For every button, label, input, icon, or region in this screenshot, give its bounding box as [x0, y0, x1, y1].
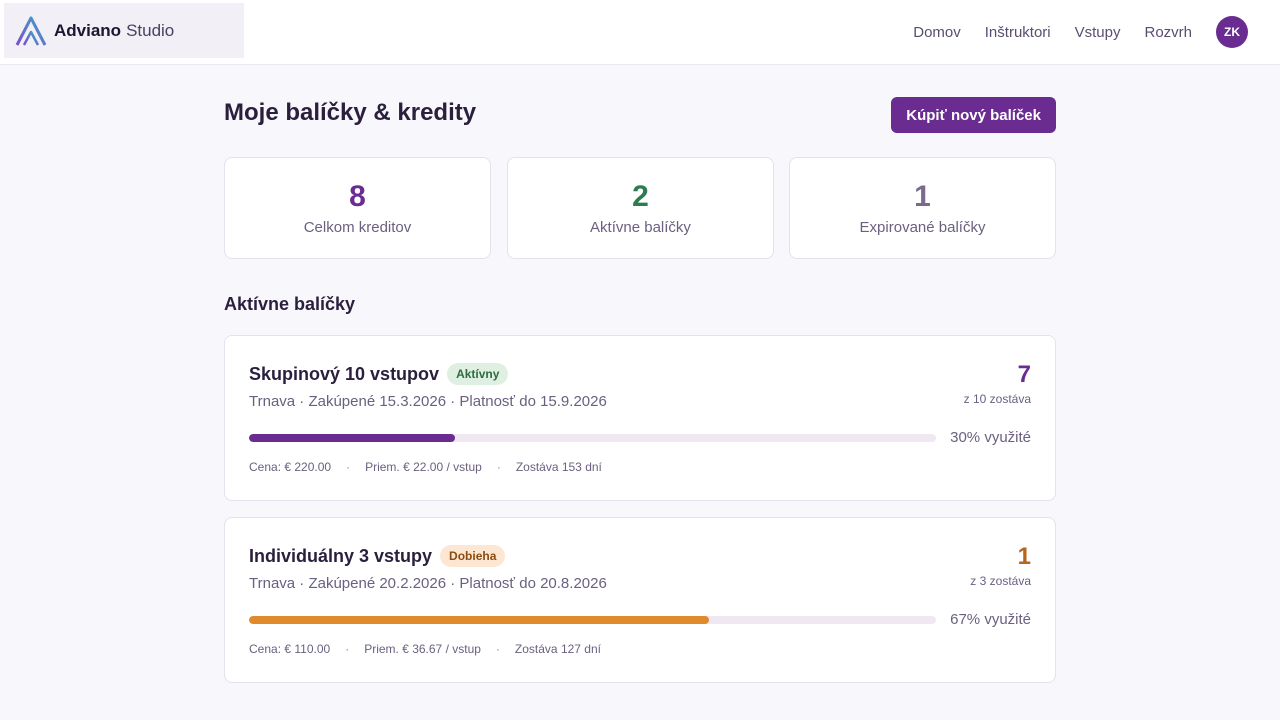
usage-percent: 30% využité [950, 429, 1031, 446]
nav-link-rozvrh[interactable]: Rozvrh [1144, 23, 1192, 41]
stat-card-total-credits: 8 Celkom kreditov [224, 157, 491, 259]
usage-progress-fill [249, 434, 456, 442]
brand-sub: Studio [126, 20, 175, 40]
stat-value: 2 [632, 180, 649, 213]
nav-link-domov[interactable]: Domov [913, 23, 961, 41]
separator-dot: · [495, 642, 500, 656]
package-days-left: Zostáva 127 dní [514, 642, 601, 656]
status-badge: Dobieha [440, 545, 506, 567]
package-price: Cena: € 110.00 [249, 642, 331, 656]
package-footer: Cena: € 110.00 · Priem. € 36.67 / vstup … [249, 642, 601, 656]
usage-progress-fill [249, 616, 710, 624]
stat-card-expired-packages: 1 Expirované balíčky [789, 157, 1056, 259]
usage-progress-bar [249, 616, 936, 624]
nav-link-instruktori[interactable]: Inštruktori [984, 23, 1051, 41]
studio-logo-icon [15, 16, 47, 46]
separator-dot: · [496, 460, 501, 474]
package-name: Skupinový 10 vstupov [249, 363, 440, 384]
nav-link-vstupy[interactable]: Vstupy [1074, 23, 1121, 41]
package-name: Individuálny 3 vstupy [249, 545, 433, 566]
buy-package-button[interactable]: Kúpiť nový balíček [891, 97, 1056, 133]
remaining-count: 1 [1017, 543, 1031, 570]
stats-row: 8 Celkom kreditov 2 Aktívne balíčky 1 Ex… [224, 157, 1056, 259]
separator-dot: · [345, 642, 350, 656]
package-meta: Trnava · Zakúpené 15.3.2026 · Platnosť d… [249, 393, 607, 410]
package-meta: Trnava · Zakúpené 20.2.2026 · Platnosť d… [249, 575, 607, 592]
section-title-active-packages: Aktívne balíčky [224, 294, 356, 314]
page-title: Moje balíčky & kredity [224, 99, 477, 126]
stat-value: 8 [349, 180, 366, 213]
stat-label: Celkom kreditov [303, 219, 412, 236]
usage-percent: 67% využité [950, 611, 1031, 628]
package-title-row: Individuálny 3 vstupy Dobieha [249, 545, 506, 567]
package-average-price: Priem. € 36.67 / vstup [364, 642, 481, 656]
separator-dot: · [346, 460, 351, 474]
user-avatar[interactable]: ZK [1216, 16, 1248, 48]
package-card[interactable]: Skupinový 10 vstupov Aktívny Trnava · Za… [224, 335, 1056, 501]
brand-name: Adviano [54, 20, 122, 40]
package-average-price: Priem. € 22.00 / vstup [365, 460, 482, 474]
package-price: Cena: € 220.00 [249, 460, 332, 474]
remaining-count: 7 [1017, 361, 1031, 388]
stat-card-active-packages: 2 Aktívne balíčky [507, 157, 774, 259]
remaining-label: z 3 zostáva [970, 574, 1031, 588]
package-title-row: Skupinový 10 vstupov Aktívny [249, 363, 509, 385]
status-badge: Aktívny [447, 363, 509, 385]
top-bar: Adviano Studio Domov Inštruktori Vstupy … [0, 0, 1280, 65]
package-card[interactable]: Individuálny 3 vstupy Dobieha Trnava · Z… [224, 517, 1056, 683]
brand-logo[interactable]: Adviano Studio [4, 3, 244, 58]
stat-label: Aktívne balíčky [590, 219, 691, 236]
package-footer: Cena: € 220.00 · Priem. € 22.00 / vstup … [249, 460, 602, 474]
usage-progress-bar [249, 434, 936, 442]
stat-label: Expirované balíčky [859, 219, 986, 236]
stat-value: 1 [914, 180, 931, 213]
remaining-label: z 10 zostáva [963, 392, 1031, 406]
main-nav: Domov Inštruktori Vstupy Rozvrh ZK [889, 16, 1248, 48]
package-days-left: Zostáva 153 dní [515, 460, 602, 474]
